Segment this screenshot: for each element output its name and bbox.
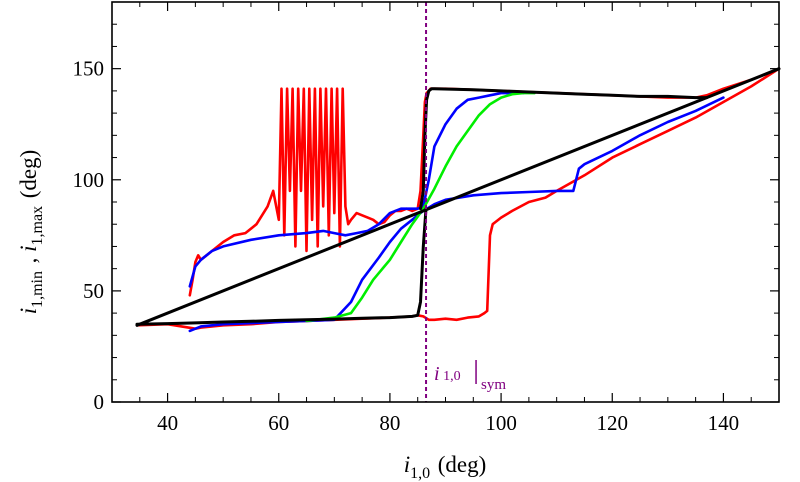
y-tick-label: 100 (73, 168, 105, 192)
symmetry-suffix: sym (481, 377, 506, 393)
x-tick-label: 80 (379, 411, 400, 435)
x-axis-title: i1,0 (deg) (404, 452, 487, 482)
series-black-min (135, 207, 428, 326)
symmetry-label: i 1,0 (434, 363, 461, 385)
series-black-max (419, 87, 709, 211)
series-green-max (421, 91, 536, 210)
y-tick-label: 150 (73, 57, 105, 81)
series-green-min (305, 207, 425, 323)
x-tick-label: 40 (157, 411, 178, 435)
x-tick-label: 100 (485, 411, 517, 435)
y-tick-label: 50 (83, 279, 104, 303)
series-blue-max (188, 91, 525, 288)
x-tick-label: 60 (268, 411, 289, 435)
x-tick-label: 120 (597, 411, 629, 435)
y-axis-title: i1,min , i1,max (deg) (16, 150, 46, 315)
x-tick-label: 140 (708, 411, 740, 435)
series-layer (135, 67, 781, 333)
annotation-layer: i 1,0 sym (425, 2, 506, 402)
y-tick-label: 0 (94, 390, 105, 414)
series-diagonal (135, 67, 781, 327)
tick-layer: 40 60 80 100 120 140 0 50 100 150 (73, 2, 779, 435)
